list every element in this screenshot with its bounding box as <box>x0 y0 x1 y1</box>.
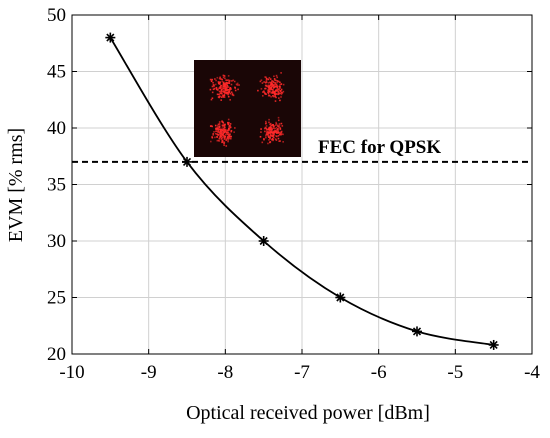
y-tick-label: 30 <box>47 231 66 252</box>
constellation-points <box>209 72 285 147</box>
constellation-background <box>194 60 301 157</box>
constellation-inset <box>194 60 301 157</box>
x-tick-label: -8 <box>217 362 233 383</box>
data-point-marker <box>412 326 422 337</box>
x-tick-label: -5 <box>447 362 463 383</box>
x-axis-title: Optical received power [dBm] <box>186 402 430 424</box>
x-tick-label: -9 <box>141 362 157 383</box>
data-point-marker <box>182 156 192 167</box>
data-point-marker <box>105 32 116 43</box>
x-tick-label: -10 <box>59 362 84 383</box>
y-tick-label: 25 <box>47 288 66 309</box>
data-point-marker <box>258 236 269 246</box>
data-point-marker <box>488 339 499 350</box>
y-tick-label: 35 <box>47 175 66 196</box>
x-tick-label: -4 <box>524 362 540 383</box>
x-tick-label: -6 <box>371 362 387 383</box>
y-tick-label: 20 <box>47 344 66 365</box>
axis-ticks: -10 -9 -8 -7 -6 -5 -4 20 25 30 35 40 45 50 <box>47 5 540 383</box>
y-tick-label: 50 <box>47 5 66 26</box>
y-tick-label: 40 <box>47 118 66 139</box>
data-point-marker <box>335 292 346 303</box>
y-tick-label: 45 <box>47 62 66 83</box>
x-tick-label: -7 <box>294 362 310 383</box>
y-axis-title: EVM [% rms] <box>5 128 27 242</box>
series-layer <box>105 32 499 350</box>
fec-threshold-label: FEC for QPSK <box>318 137 441 158</box>
